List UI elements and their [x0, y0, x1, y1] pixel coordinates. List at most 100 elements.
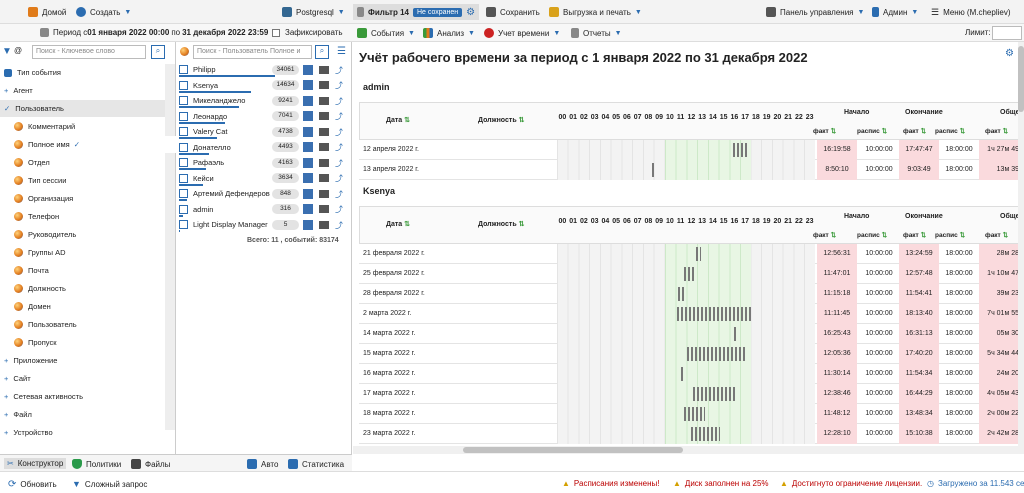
menu-icon[interactable]: ☰	[337, 46, 346, 57]
db-selector[interactable]: Postgresql ▼	[282, 7, 345, 17]
complex-query-button[interactable]: ▼ Сложный запрос	[72, 479, 148, 489]
tree-item[interactable]: + Приложение	[4, 356, 58, 365]
schedule-warning[interactable]: ▲ Расписания изменены!	[562, 479, 660, 488]
user-checkbox[interactable]	[179, 96, 188, 105]
report-row[interactable]: 13 апреля 2022 г. 8:50:10 10:00:00 9:03:…	[359, 160, 1018, 180]
user-row[interactable]: Микеланджело 9241 ⤴	[179, 93, 347, 108]
user-menu-button[interactable]: ☰ Меню (M.chepliev)	[931, 7, 1011, 17]
link-icon[interactable]: ⤴	[335, 81, 343, 90]
table-icon[interactable]	[303, 95, 313, 106]
user-checkbox[interactable]	[179, 204, 188, 214]
tree-item[interactable]: Должность	[0, 280, 165, 297]
monitor-icon[interactable]	[319, 127, 329, 136]
user-checkbox[interactable]	[179, 127, 188, 136]
dashboard-button[interactable]: Панель управления ▼	[766, 7, 864, 17]
date-header[interactable]: Дата ⇅	[386, 221, 411, 228]
period-selector[interactable]: Период с 01 января 2022 00:00 по 31 дека…	[40, 28, 268, 37]
table-icon[interactable]	[303, 126, 313, 137]
limit-input[interactable]	[992, 26, 1022, 40]
tree-item[interactable]: + Устройство	[4, 428, 53, 437]
tree-item[interactable]: Организация	[0, 190, 165, 207]
date-header[interactable]: Дата ⇅	[386, 117, 411, 124]
table-icon[interactable]	[303, 204, 313, 214]
report-row[interactable]: 15 марта 2022 г. 12:05:36 10:00:00 17:40…	[359, 344, 1018, 364]
create-button[interactable]: Создать ▼	[76, 7, 131, 17]
export-button[interactable]: Выгрузка и печать ▼	[549, 7, 642, 17]
policies-tab[interactable]: Политики	[72, 459, 121, 469]
subheader-fact[interactable]: факт ⇅	[903, 232, 927, 239]
report-row[interactable]: 14 марта 2022 г. 16:25:43 10:00:00 16:31…	[359, 324, 1018, 344]
tree-item[interactable]: Тип события	[0, 64, 165, 81]
keyword-search-input[interactable]: Поиск - Ключевое слово	[32, 45, 146, 59]
tree-item[interactable]: Отдел	[0, 154, 165, 171]
tree-item[interactable]: Телефон	[0, 208, 165, 225]
tree-item[interactable]: Тип сессии	[0, 172, 165, 189]
link-icon[interactable]: ⤴	[335, 127, 343, 137]
user-checkbox[interactable]	[179, 220, 188, 229]
worktime-menu[interactable]: Учет времени ▼	[484, 28, 560, 38]
tree-item[interactable]: + Сетевая активность	[4, 392, 84, 401]
analysis-menu[interactable]: Анализ ▼	[423, 28, 475, 38]
table-icon[interactable]	[303, 142, 313, 152]
subheader-fact[interactable]: факт ⇅	[985, 128, 1009, 135]
events-menu[interactable]: События ▼	[357, 28, 415, 38]
constructor-tab[interactable]: ✂ Конструктор	[4, 458, 67, 469]
collapse-icon[interactable]: ✓	[4, 104, 11, 113]
link-icon[interactable]: ⤴	[335, 112, 343, 121]
report-row[interactable]: 18 марта 2022 г. 11:48:12 10:00:00 13:48…	[359, 404, 1018, 424]
user-checkbox[interactable]	[179, 158, 188, 167]
user-row[interactable]: Ksenya 14634 ⤴	[179, 78, 347, 93]
subheader-fact[interactable]: факт ⇅	[903, 128, 927, 135]
monitor-icon[interactable]	[319, 189, 329, 198]
table-icon[interactable]	[303, 80, 313, 90]
report-row[interactable]: 28 февраля 2022 г. 11:15:18 10:00:00 11:…	[359, 284, 1018, 304]
table-icon[interactable]	[303, 188, 313, 199]
filter-icon[interactable]: ▼	[2, 46, 12, 57]
subheader-sched[interactable]: распис ⇅	[857, 232, 888, 239]
tree-item[interactable]: + Сайт	[4, 374, 31, 383]
report-row[interactable]: 21 февраля 2022 г. 12:56:31 10:00:00 13:…	[359, 244, 1018, 264]
filter-tab[interactable]: Фильтр 14 Не сохранен ⚙	[353, 4, 480, 20]
table-icon[interactable]	[303, 219, 313, 230]
monitor-icon[interactable]	[319, 143, 329, 151]
user-row[interactable]: admin 316 ⤴	[179, 202, 347, 217]
license-warning[interactable]: ▲ Достигнуто ограничение лицензии.	[780, 479, 923, 488]
vertical-scrollbar[interactable]	[1018, 42, 1024, 454]
save-button[interactable]: Сохранить	[486, 7, 540, 17]
tree-item[interactable]: + Агент	[4, 86, 33, 95]
user-row[interactable]: Philipp 34061 ⤴	[179, 62, 347, 77]
gear-icon[interactable]: ⚙	[1005, 48, 1014, 59]
subheader-sched[interactable]: распис ⇅	[935, 128, 966, 135]
expand-icon[interactable]: +	[4, 356, 9, 365]
report-row[interactable]: 2 марта 2022 г. 11:11:45 10:00:00 18:13:…	[359, 304, 1018, 324]
user-checkbox[interactable]	[179, 142, 188, 152]
tree-item[interactable]: + Файл	[4, 410, 32, 419]
user-row[interactable]: Артемий Дефендеров 848 ⤴	[179, 186, 347, 201]
user-row[interactable]: Донателло 4493 ⤴	[179, 140, 347, 155]
user-checkbox[interactable]	[179, 80, 188, 90]
home-button[interactable]: Домой	[28, 7, 66, 17]
monitor-icon[interactable]	[319, 205, 329, 213]
report-row[interactable]: 25 февраля 2022 г. 11:47:01 10:00:00 12:…	[359, 264, 1018, 284]
expand-icon[interactable]: +	[4, 86, 9, 95]
refresh-button[interactable]: ⟳ Обновить	[8, 479, 57, 490]
monitor-icon[interactable]	[319, 81, 329, 89]
position-header[interactable]: Должность ⇅	[478, 221, 525, 228]
user-checkbox[interactable]	[179, 65, 188, 74]
table-icon[interactable]	[303, 111, 313, 121]
user-checkbox[interactable]	[179, 111, 188, 121]
disk-warning[interactable]: ▲ Диск заполнен на 25%	[673, 479, 769, 488]
user-row[interactable]: Valery Cat 4738 ⤴	[179, 124, 347, 139]
user-checkbox[interactable]	[179, 189, 188, 198]
monitor-icon[interactable]	[319, 65, 329, 74]
user-row[interactable]: Кейси 3634 ⤴	[179, 171, 347, 186]
monitor-icon[interactable]	[319, 174, 329, 182]
tree-item[interactable]: Пользователь	[0, 316, 165, 333]
fix-period-checkbox[interactable]: Зафиксировать	[272, 28, 343, 37]
reports-menu[interactable]: Отчеты ▼	[571, 28, 622, 38]
monitor-icon[interactable]	[319, 96, 329, 105]
tree-item[interactable]: Руководитель	[0, 226, 165, 243]
search-icon[interactable]: ⌕	[151, 45, 165, 59]
link-icon[interactable]: ⤴	[335, 96, 343, 106]
link-icon[interactable]: ⤴	[335, 143, 343, 152]
